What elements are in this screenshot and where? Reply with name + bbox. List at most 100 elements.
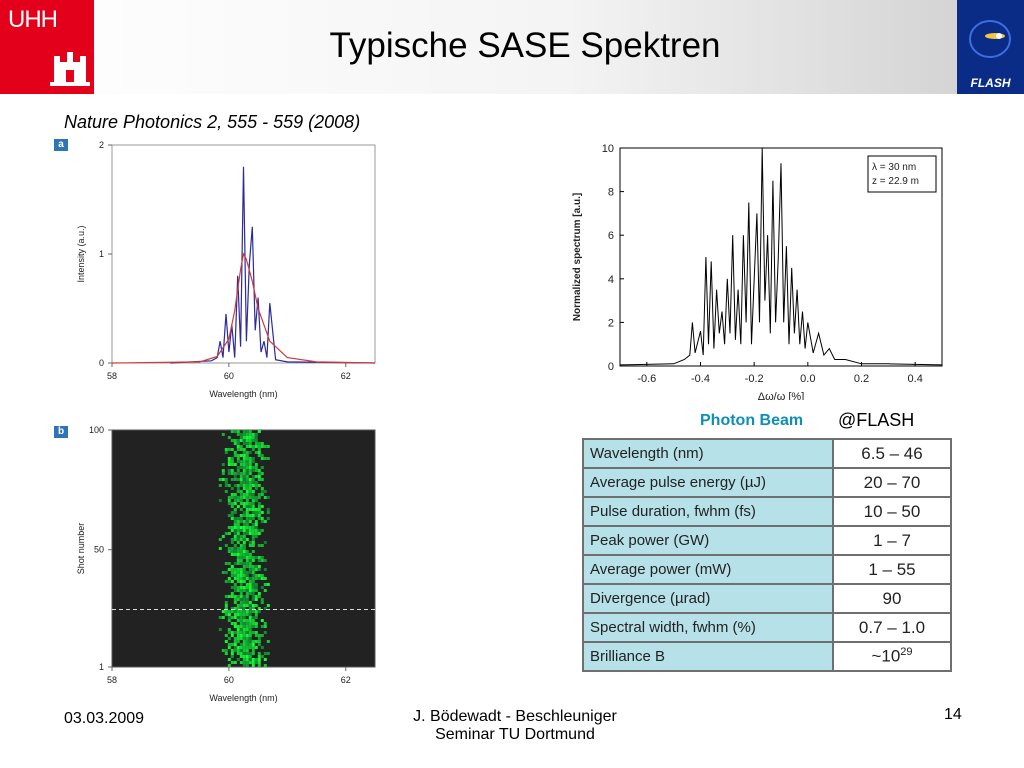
heatmap-cell xyxy=(239,535,243,538)
heatmap-cell xyxy=(227,595,231,598)
spectrum-chart-a: 58 60 62 0 1 2 Wavelength (nm) Intensity (a.u.) xyxy=(76,140,376,399)
heatmap-cell xyxy=(245,553,249,556)
heatmap-cell xyxy=(233,517,237,520)
heatmap-cell xyxy=(257,505,261,508)
heatmap-cell xyxy=(248,604,252,607)
heatmap-cell xyxy=(242,451,246,454)
heatmap-cell xyxy=(251,568,255,571)
heatmap-cell xyxy=(248,472,252,475)
heatmap-cell xyxy=(251,598,255,601)
heatmap-cell xyxy=(257,445,261,448)
heatmap-cell xyxy=(245,625,249,628)
param-name: Divergence (µrad) xyxy=(582,583,834,614)
heatmap-cell xyxy=(239,634,243,637)
heatmap-cell xyxy=(257,511,261,514)
x-tick-label: -0.2 xyxy=(745,373,764,385)
heatmap-cell xyxy=(233,478,237,481)
heatmap-cell xyxy=(242,463,246,466)
heatmap-cell xyxy=(230,439,234,442)
param-value-text: 1 – 55 xyxy=(868,559,916,579)
heatmap-cell xyxy=(233,583,237,586)
heatmap-cell xyxy=(254,616,258,619)
heatmap-cell xyxy=(245,445,249,448)
heatmap-cell xyxy=(230,469,234,472)
heatmap-cell xyxy=(239,652,243,655)
heatmap-cell xyxy=(236,445,240,448)
heatmap-cell xyxy=(242,598,246,601)
heatmap-cell xyxy=(260,556,264,559)
heatmap-cell xyxy=(254,439,258,442)
heatmap-cell xyxy=(236,595,240,598)
heatmap-cell xyxy=(242,634,246,637)
heatmap-cell xyxy=(239,568,243,571)
heatmap-cell xyxy=(236,505,240,508)
heatmap-cell xyxy=(248,565,252,568)
heatmap-cell xyxy=(221,472,225,475)
heatmap-cell xyxy=(239,559,243,562)
footer-page-number: 14 xyxy=(944,706,962,723)
heatmap-cell xyxy=(242,610,246,613)
heatmap-cell xyxy=(224,634,228,637)
param-value: 90 xyxy=(832,583,952,614)
heatmap-cell xyxy=(242,589,246,592)
heatmap-cell xyxy=(242,580,246,583)
heatmap-cell xyxy=(254,598,258,601)
heatmap-cell xyxy=(239,544,243,547)
heatmap-cell xyxy=(254,574,258,577)
heatmap-cell xyxy=(224,484,228,487)
heatmap-cell xyxy=(248,568,252,571)
y-tick-label: 2 xyxy=(99,140,104,150)
heatmap-cell xyxy=(239,655,243,658)
heatmap-cell xyxy=(242,466,246,469)
heatmap-cell xyxy=(242,505,246,508)
heatmap-cell xyxy=(242,568,246,571)
heatmap-cell xyxy=(251,481,255,484)
heatmap-cell xyxy=(266,445,270,448)
heatmap-cell xyxy=(236,490,240,493)
heatmap-cell xyxy=(239,571,243,574)
heatmap-cell xyxy=(233,562,237,565)
heatmap-cell xyxy=(242,442,246,445)
heatmap-cell xyxy=(251,490,255,493)
heatmap-cell xyxy=(239,646,243,649)
heatmap-cell xyxy=(239,574,243,577)
heatmap-cell xyxy=(251,439,255,442)
heatmap-cell xyxy=(245,433,249,436)
heatmap-cell xyxy=(245,628,249,631)
photon-beam-table: Wavelength (nm) 6.5 – 46 Average pulse ene… xyxy=(582,438,952,672)
heatmap-cell xyxy=(263,583,267,586)
x-tick-label: 62 xyxy=(341,371,351,381)
heatmap-cell xyxy=(248,466,252,469)
heatmap-cell xyxy=(245,577,249,580)
heatmap-cell xyxy=(245,604,249,607)
heatmap-cell xyxy=(260,625,264,628)
heatmap-cell xyxy=(242,502,246,505)
heatmap-cell xyxy=(254,640,258,643)
heatmap-cell xyxy=(224,478,228,481)
heatmap-cell xyxy=(248,436,252,439)
heatmap-cell xyxy=(263,589,267,592)
heatmap-cell xyxy=(248,451,252,454)
heatmap-cell xyxy=(251,586,255,589)
heatmap-cell xyxy=(230,493,234,496)
heatmap-cell xyxy=(248,634,252,637)
heatmap-cell xyxy=(245,595,249,598)
table-row: Wavelength (nm) 6.5 – 46 xyxy=(582,438,952,469)
heatmap-cell xyxy=(245,619,249,622)
footer-author-line2: Seminar TU Dortmund xyxy=(435,726,595,743)
heatmap-cell xyxy=(239,448,243,451)
heatmap-cell xyxy=(236,577,240,580)
heatmap-cell xyxy=(260,655,264,658)
heatmap-cell xyxy=(251,448,255,451)
heatmap-cell xyxy=(242,625,246,628)
heatmap-cell xyxy=(224,613,228,616)
heatmap-cell xyxy=(236,529,240,532)
series-line-0 xyxy=(170,166,376,364)
heatmap-cell xyxy=(242,523,246,526)
heatmap-cell xyxy=(230,550,234,553)
heatmap-cell xyxy=(236,532,240,535)
heatmap-cell xyxy=(239,436,243,439)
heatmap-cell xyxy=(230,607,234,610)
heatmap-cell xyxy=(245,556,249,559)
heatmap-cell xyxy=(239,628,243,631)
